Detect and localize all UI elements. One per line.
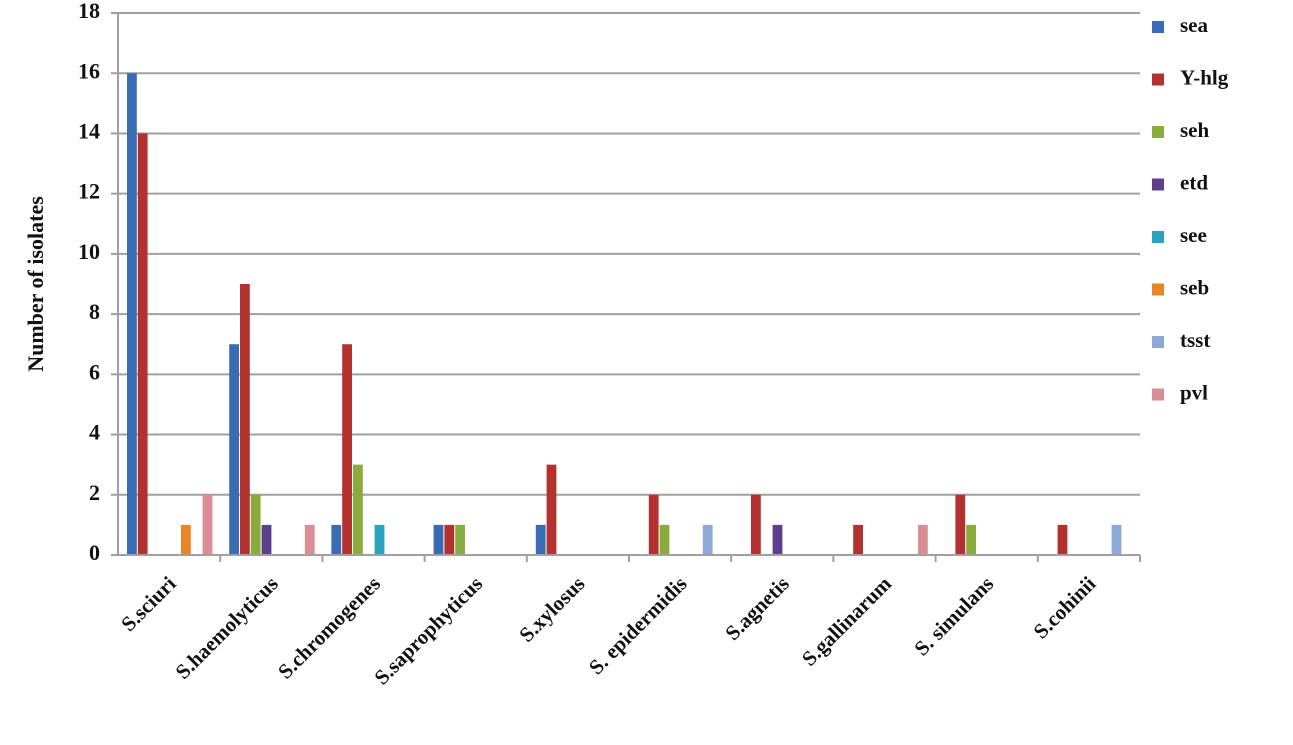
legend-label: see bbox=[1180, 223, 1207, 247]
legend-swatch bbox=[1152, 336, 1164, 348]
y-tick-label: 4 bbox=[89, 420, 100, 445]
y-tick-label: 8 bbox=[89, 299, 100, 324]
y-tick-label: 18 bbox=[78, 0, 100, 23]
x-tick-label: S.saprophyticus bbox=[369, 572, 487, 690]
y-tick-label: 14 bbox=[78, 118, 100, 143]
x-tick-label: S.chromogenes bbox=[273, 572, 385, 684]
y-tick-label: 0 bbox=[89, 540, 100, 565]
x-tick-label: S. simulans bbox=[909, 572, 998, 661]
bar bbox=[1057, 524, 1068, 555]
y-tick-label: 16 bbox=[78, 58, 100, 83]
x-tick-label: S.gallinarum bbox=[797, 571, 896, 670]
bar bbox=[353, 464, 363, 555]
bar bbox=[648, 494, 659, 555]
bar bbox=[127, 73, 137, 555]
bar bbox=[202, 494, 213, 555]
bar bbox=[433, 524, 444, 555]
bar bbox=[955, 494, 966, 555]
bar bbox=[250, 494, 261, 555]
legend-label: tsst bbox=[1180, 328, 1210, 352]
bar bbox=[659, 524, 670, 555]
bar bbox=[181, 524, 191, 555]
legend-swatch bbox=[1152, 388, 1164, 401]
bar bbox=[535, 524, 546, 555]
legend-swatch bbox=[1152, 126, 1164, 138]
bar bbox=[966, 524, 976, 555]
legend-swatch bbox=[1152, 231, 1164, 243]
legend-label: sea bbox=[1180, 13, 1208, 37]
bar bbox=[853, 524, 863, 555]
bar bbox=[702, 524, 713, 555]
bar bbox=[455, 524, 465, 555]
bar bbox=[918, 524, 928, 555]
x-tick-label: S. epidermidis bbox=[584, 572, 692, 680]
legend-label: seb bbox=[1180, 275, 1209, 299]
y-tick-label: 10 bbox=[78, 239, 100, 264]
legend-label: pvl bbox=[1180, 380, 1208, 404]
bar bbox=[772, 524, 783, 555]
y-tick-label: 6 bbox=[89, 359, 100, 384]
bar bbox=[751, 494, 761, 555]
bar bbox=[240, 284, 250, 555]
y-tick-label: 2 bbox=[89, 480, 100, 505]
bar bbox=[1111, 524, 1122, 555]
x-tick-label: S.agnetis bbox=[720, 572, 793, 645]
bar bbox=[546, 464, 557, 555]
bar bbox=[331, 524, 342, 555]
bar bbox=[229, 344, 239, 555]
bar bbox=[261, 524, 272, 555]
y-tick-label: 12 bbox=[78, 179, 100, 204]
bar bbox=[137, 133, 148, 555]
legend-label: Y-hlg bbox=[1180, 65, 1229, 89]
legend-swatch bbox=[1152, 178, 1164, 191]
y-axis-label: Number of isolates bbox=[23, 196, 48, 372]
x-tick-label: S.haemolyticus bbox=[171, 572, 283, 684]
x-tick-label: S.sciuri bbox=[116, 571, 181, 636]
legend-swatch bbox=[1152, 73, 1164, 86]
bar bbox=[304, 524, 315, 555]
x-tick-label: S.cohinii bbox=[1029, 571, 1101, 643]
bar bbox=[342, 344, 352, 555]
x-tick-label: S.xylosus bbox=[514, 572, 589, 647]
bar bbox=[444, 524, 455, 555]
legend-label: seh bbox=[1180, 118, 1209, 142]
legend-swatch bbox=[1152, 21, 1164, 33]
legend-swatch bbox=[1152, 283, 1164, 296]
legend-label: etd bbox=[1180, 170, 1208, 194]
bar bbox=[374, 524, 385, 555]
